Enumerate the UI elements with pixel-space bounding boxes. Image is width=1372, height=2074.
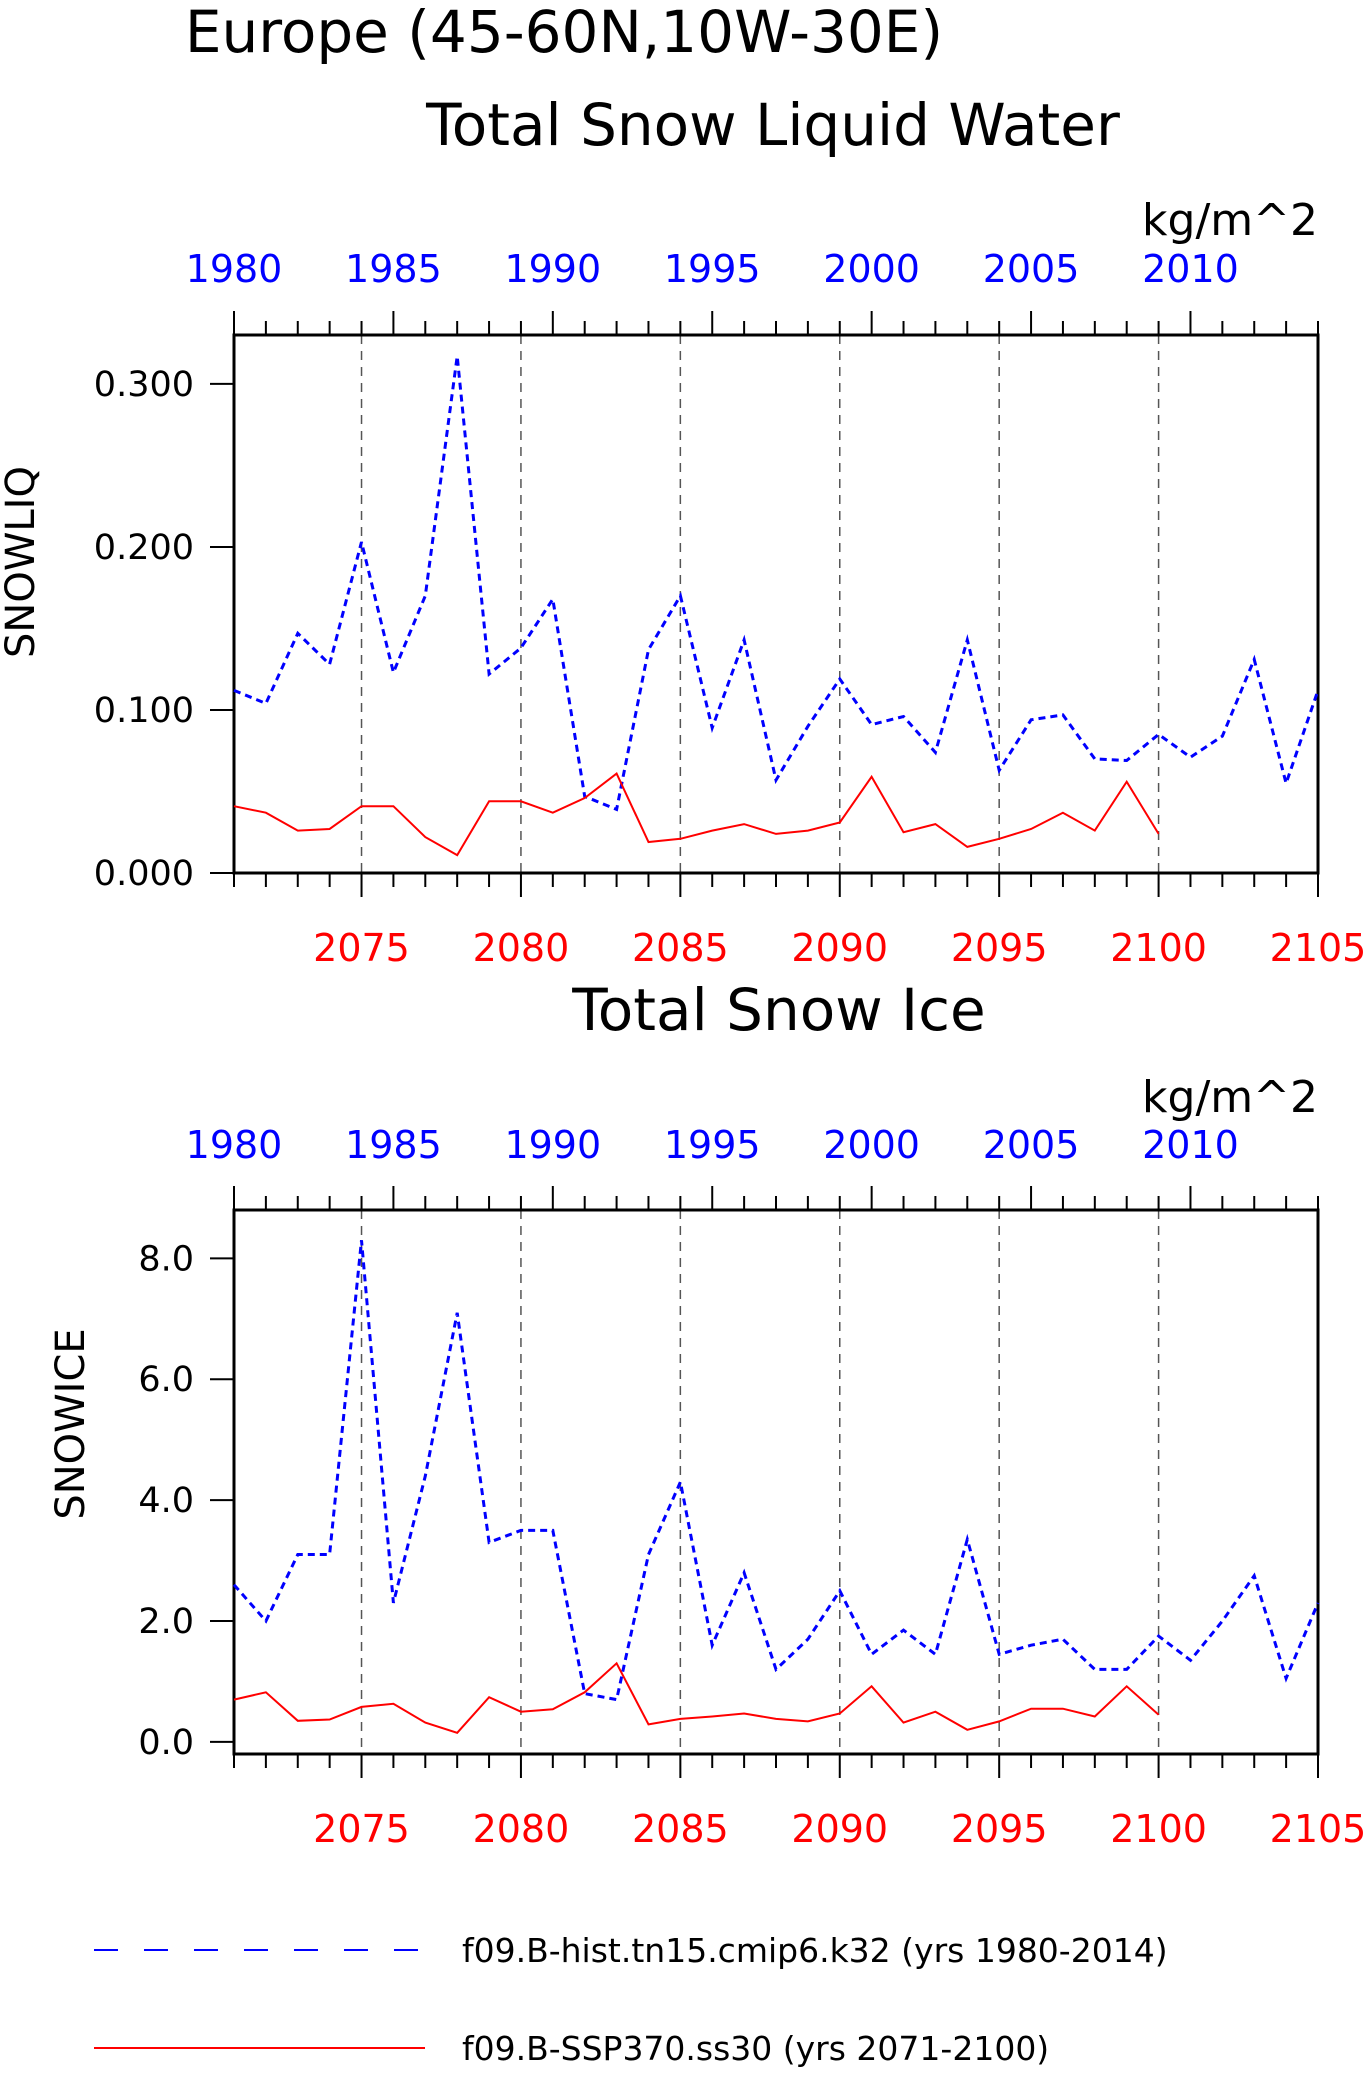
- legend: f09.B-hist.tn15.cmip6.k32 (yrs 1980-2014…: [94, 1931, 1168, 2068]
- hist-series-line: [232, 1240, 1320, 1702]
- y-tick-label: 0.000: [94, 854, 194, 894]
- bottom-tick-label: 2095: [951, 1807, 1048, 1851]
- bottom-tick-label: 2075: [313, 1807, 410, 1851]
- legend-label-ssp: f09.B-SSP370.ss30 (yrs 2071-2100): [462, 2029, 1049, 2068]
- panel-title: Total Snow Liquid Water: [425, 91, 1120, 159]
- y-tick-label: 8.0: [138, 1239, 194, 1279]
- y-tick-label: 0.300: [94, 365, 194, 405]
- bottom-tick-label: 2075: [313, 926, 410, 970]
- y-tick-label: 0.0: [138, 1723, 194, 1763]
- y-axis-label: SNOWICE: [48, 1328, 94, 1519]
- bottom-tick-label: 2090: [791, 1807, 888, 1851]
- snowliq-panel: Total Snow Liquid Water kg/m^2 SNOWLIQ 2…: [0, 91, 1366, 970]
- top-tick-label: 1980: [186, 1123, 283, 1167]
- figure-title: Europe (45-60N,10W-30E): [185, 0, 943, 66]
- top-tick-label: 1985: [345, 1123, 442, 1167]
- bottom-tick-label: 2080: [473, 926, 570, 970]
- units-label: kg/m^2: [1142, 195, 1318, 246]
- top-tick-label: 1980: [186, 247, 283, 291]
- bottom-tick-label: 2085: [632, 926, 729, 970]
- legend-label-hist: f09.B-hist.tn15.cmip6.k32 (yrs 1980-2014…: [462, 1931, 1168, 1970]
- y-tick-label: 2.0: [138, 1602, 194, 1642]
- top-tick-label: 2010: [1142, 247, 1239, 291]
- top-tick-label: 2000: [823, 1123, 920, 1167]
- top-tick-label: 2005: [983, 1123, 1080, 1167]
- bottom-tick-label: 2090: [791, 926, 888, 970]
- y-tick-label: 6.0: [138, 1360, 194, 1400]
- y-axis-label: SNOWLIQ: [0, 466, 44, 658]
- bottom-tick-label: 2105: [1270, 926, 1367, 970]
- top-tick-label: 1995: [664, 1123, 761, 1167]
- plot-frame: [232, 1208, 1320, 1756]
- bottom-tick-label: 2100: [1110, 1807, 1207, 1851]
- plot-frame: [232, 333, 1320, 875]
- ssp-series-line: [233, 772, 1160, 857]
- y-tick-label: 0.100: [94, 691, 194, 731]
- top-tick-label: 2010: [1142, 1123, 1239, 1167]
- top-tick-label: 2005: [983, 247, 1080, 291]
- bottom-tick-label: 2095: [951, 926, 1048, 970]
- panel-title: Total Snow Ice: [571, 976, 986, 1044]
- bottom-tick-label: 2080: [473, 1807, 570, 1851]
- top-tick-label: 1995: [664, 247, 761, 291]
- top-tick-label: 1990: [504, 247, 601, 291]
- top-tick-label: 1985: [345, 247, 442, 291]
- bottom-tick-label: 2105: [1270, 1807, 1367, 1851]
- top-tick-label: 2000: [823, 247, 920, 291]
- bottom-tick-label: 2100: [1110, 926, 1207, 970]
- hist-series-line: [233, 356, 1320, 812]
- y-tick-label: 4.0: [138, 1481, 194, 1521]
- ssp-series-line: [233, 1661, 1160, 1734]
- top-tick-label: 1990: [504, 1123, 601, 1167]
- units-label: kg/m^2: [1142, 1072, 1318, 1123]
- snowice-panel: Total Snow Ice kg/m^2 SNOWICE 2075 2080 20…: [48, 976, 1366, 1851]
- bottom-tick-label: 2085: [632, 1807, 729, 1851]
- y-tick-label: 0.200: [94, 528, 194, 568]
